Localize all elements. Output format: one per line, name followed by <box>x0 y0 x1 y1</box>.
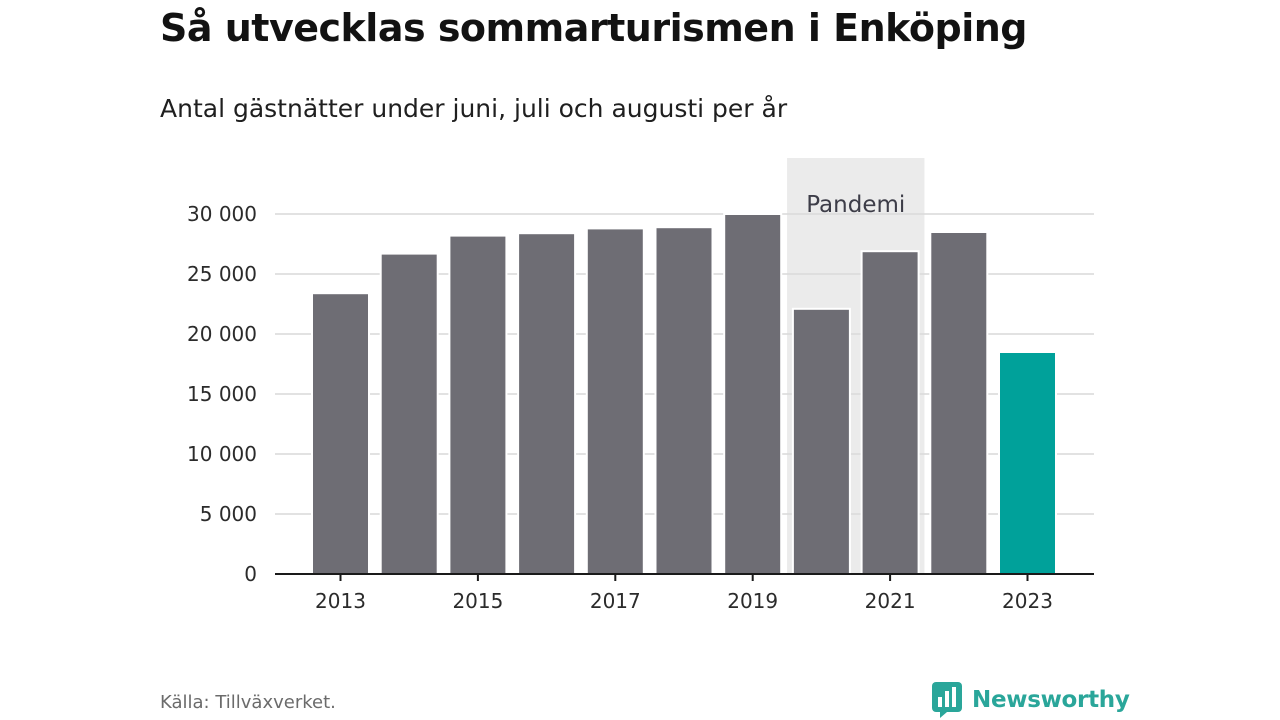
x-tick-label: 2023 <box>1002 589 1053 613</box>
bar-2013 <box>311 292 370 575</box>
y-tick-label: 5 000 <box>200 502 257 526</box>
chart-subtitle: Antal gästnätter under juni, juli och au… <box>160 94 788 123</box>
brand-name: Newsworthy <box>972 687 1130 713</box>
x-tick-label: 2013 <box>315 589 366 613</box>
bar-2021 <box>860 250 920 575</box>
bar-2017 <box>585 227 645 575</box>
source-note: Källa: Tillväxverket. <box>160 692 336 713</box>
bars <box>311 213 1057 575</box>
bar-2020 <box>791 307 851 575</box>
chart-title: Så utvecklas sommarturismen i Enköping <box>160 6 1027 50</box>
bar-2022 <box>929 231 989 575</box>
bar-2023 <box>998 351 1057 575</box>
x-tick-label: 2021 <box>865 589 916 613</box>
x-tick-label: 2015 <box>452 589 503 613</box>
bar-2014 <box>379 252 439 575</box>
bar-2015 <box>448 234 508 575</box>
y-tick-label: 30 000 <box>187 202 257 226</box>
axes: 2013 2015 2017 2019 2021 2023 <box>275 573 1094 613</box>
y-tick-label: 25 000 <box>187 262 257 286</box>
x-tick-label: 2017 <box>590 589 641 613</box>
y-tick-label: 0 <box>244 562 257 586</box>
bar-chart-logo-icon <box>932 682 962 718</box>
y-tick-label: 15 000 <box>187 382 257 406</box>
y-tick-label: 10 000 <box>187 442 257 466</box>
bar-2019 <box>723 213 783 575</box>
y-tick-label: 20 000 <box>187 322 257 346</box>
bar-2018 <box>654 226 714 575</box>
bar-2016 <box>517 232 577 575</box>
x-tick-label: 2019 <box>727 589 778 613</box>
brand-logo: Newsworthy <box>932 682 1130 718</box>
